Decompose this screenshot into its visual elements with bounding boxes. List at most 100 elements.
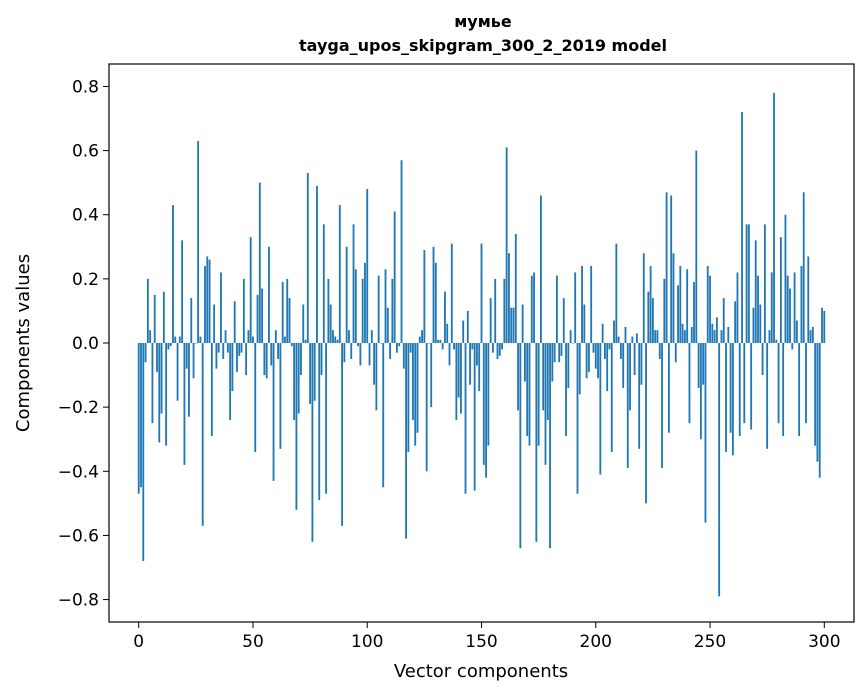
bar-140: [457, 343, 460, 398]
bar-293: [807, 256, 810, 343]
bar-257: [725, 343, 727, 453]
bar-116: [402, 343, 405, 369]
bar-200: [594, 343, 597, 369]
y-tick-label: 0.6: [72, 142, 99, 162]
bar-112: [393, 211, 396, 343]
bar-58: [270, 343, 273, 366]
bar-271: [757, 275, 759, 343]
bar-150: [480, 243, 483, 343]
bar-85: [332, 330, 334, 343]
bar-201: [597, 343, 599, 379]
bar-184: [558, 343, 561, 363]
bar-256: [722, 298, 725, 343]
bar-246: [699, 343, 702, 440]
bar-158: [498, 343, 501, 356]
bar-139: [455, 343, 458, 420]
bar-130: [434, 262, 437, 343]
bar-237: [679, 266, 682, 343]
bar-44: [238, 343, 241, 356]
bar-39: [226, 343, 229, 353]
bar-59: [272, 343, 275, 481]
bar-166: [517, 343, 519, 411]
bar-241: [688, 343, 691, 424]
x-tick-label: 200: [580, 632, 612, 652]
bar-160: [503, 278, 506, 343]
bar-263: [738, 343, 741, 436]
bar-243: [693, 282, 695, 343]
bar-174: [535, 343, 538, 542]
bar-122: [416, 343, 419, 433]
bar-300: [823, 310, 826, 343]
bar-109: [386, 307, 389, 343]
bar-62: [279, 343, 282, 449]
bar-1: [140, 343, 142, 488]
bar-177: [542, 343, 545, 411]
bar-209: [615, 243, 618, 343]
bar-167: [519, 343, 522, 549]
bar-81: [322, 224, 325, 343]
bar-134: [444, 291, 446, 343]
bar-195: [583, 304, 586, 343]
bar-83: [327, 278, 330, 343]
bar-6: [151, 343, 154, 424]
bar-288: [795, 320, 798, 343]
bar-223: [647, 291, 650, 343]
bar-13: [167, 343, 170, 350]
bar-269: [752, 307, 755, 343]
bar-178: [544, 343, 547, 465]
bar-111: [391, 278, 394, 343]
bar-104: [375, 343, 378, 411]
bar-82: [325, 343, 328, 494]
bar-49: [249, 237, 252, 343]
bar-197: [587, 343, 590, 372]
bar-47: [245, 343, 248, 376]
bar-192: [576, 343, 579, 494]
bar-242: [690, 326, 693, 343]
bar-125: [423, 250, 426, 343]
bar-268: [750, 343, 753, 430]
bar-21: [185, 343, 188, 369]
bar-297: [816, 343, 819, 462]
bar-38: [224, 330, 227, 343]
bar-250: [709, 275, 711, 343]
bar-294: [809, 330, 812, 343]
bar-164: [512, 307, 515, 343]
bar-118: [407, 343, 410, 453]
y-tick-label: −0.6: [58, 526, 99, 546]
bar-205: [606, 343, 609, 392]
bar-27: [199, 336, 202, 343]
x-tick-label: 300: [808, 632, 840, 652]
bar-45: [240, 343, 243, 353]
chart-title-line1: мумье: [454, 12, 512, 31]
bar-30: [206, 256, 209, 343]
bar-20: [183, 343, 186, 465]
bar-187: [565, 343, 567, 436]
bar-283: [784, 214, 787, 343]
bar-141: [460, 343, 462, 414]
bar-108: [384, 269, 387, 343]
bar-120: [412, 343, 414, 420]
bar-188: [567, 343, 570, 388]
bar-89: [341, 343, 344, 526]
bar-211: [619, 343, 622, 360]
bar-99: [364, 262, 366, 343]
bar-186: [562, 298, 565, 343]
bar-73: [304, 339, 307, 343]
bar-222: [645, 343, 647, 504]
bar-113: [396, 343, 398, 353]
bar-285: [789, 288, 791, 343]
y-axis-ticks: −0.8 −0.6 −0.4 −0.2 0.0 0.2 0.4 0.6 0.8: [58, 77, 109, 611]
bar-55: [263, 343, 266, 376]
bar-123: [418, 336, 421, 343]
bar-238: [681, 323, 684, 343]
bar-19: [181, 240, 184, 343]
bar-202: [599, 343, 602, 475]
bar-105: [377, 275, 380, 343]
bar-71: [300, 343, 302, 376]
bar-4: [146, 278, 149, 343]
bar-282: [782, 343, 785, 436]
bar-48: [247, 330, 250, 343]
bar-218: [635, 333, 638, 343]
bar-258: [727, 326, 730, 343]
